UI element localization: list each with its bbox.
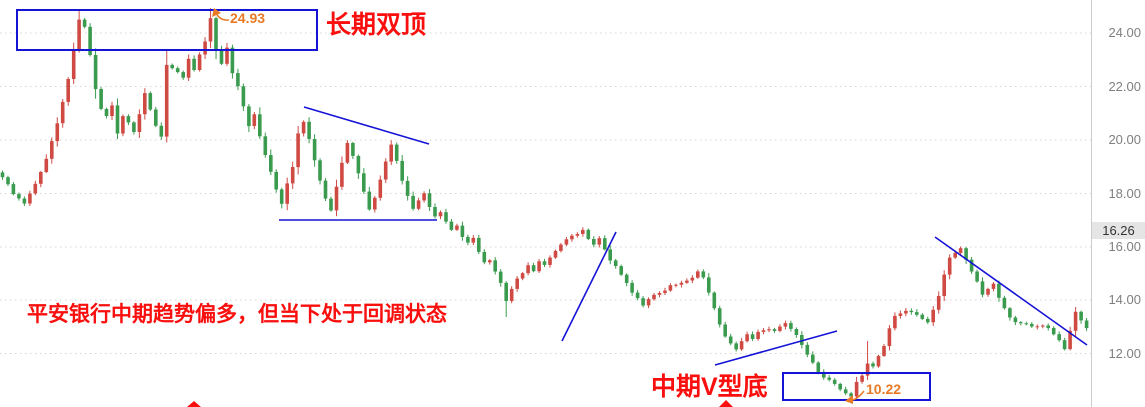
candles [0,8,1089,401]
peak-price-label: 24.93 [230,10,266,26]
trend-comment: 平安银行中期趋势偏多，但当下处于回调状态 [27,303,447,326]
annotation-boxes [16,9,931,401]
current-price-badge: 16.26 [1092,222,1145,239]
y-axis-tick-label: 14.00 [1108,292,1141,307]
y-axis-tick-label: 20.00 [1108,132,1141,147]
double-top-annotation: 长期双顶 [326,11,427,39]
y-axis-tick-label: 22.00 [1108,78,1141,94]
buy-marker-icons [187,400,733,407]
bottom-price-label: 10.22 [866,381,902,397]
y-axis-tick-label: 16.00 [1108,239,1141,254]
trend-lines [279,106,1088,366]
y-axis-tick-label: 12.00 [1108,345,1141,361]
price-arrow-icons [212,8,865,404]
v-bottom-annotation: 中期V型底 [651,373,768,401]
gridlines [0,32,1091,354]
y-axis-tick-label: 24.00 [1108,25,1141,40]
y-axis-tick-label: 18.00 [1108,185,1141,201]
